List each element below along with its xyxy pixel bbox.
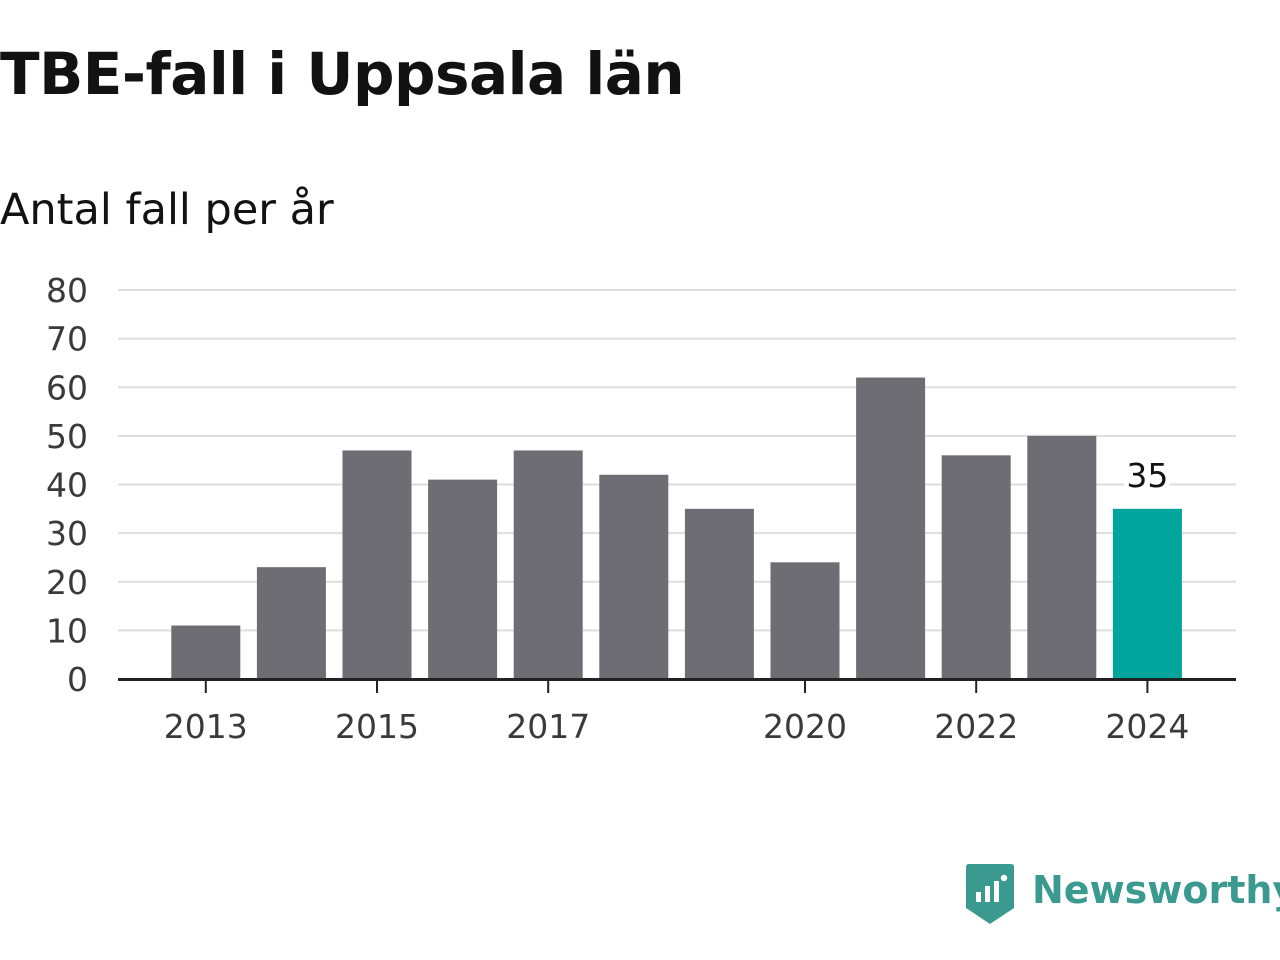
bar-2024	[1112, 508, 1182, 679]
y-tick-label: 10	[46, 611, 88, 650]
x-axis-ticks: 2013 2015 2017 2020 2022 2024	[164, 679, 1189, 746]
bar-2017	[513, 450, 583, 679]
data-labels: 35	[1121, 451, 1173, 500]
bar-2014	[256, 567, 326, 679]
bar-2013	[171, 625, 241, 679]
brand-logo: Newsworthy	[964, 862, 1280, 928]
y-tick-label: 30	[46, 514, 88, 553]
y-tick-label: 70	[46, 320, 88, 359]
bar-2018	[599, 474, 669, 679]
data-label-2024: 35	[1126, 456, 1168, 495]
x-tick-label: 2024	[1105, 707, 1189, 746]
x-tick-label: 2017	[506, 707, 590, 746]
x-tick-label: 2020	[763, 707, 847, 746]
y-tick-label: 0	[67, 660, 88, 699]
brand-name: Newsworthy	[1032, 868, 1280, 912]
bar-2015	[342, 450, 412, 679]
x-tick-label: 2013	[164, 707, 248, 746]
newsworthy-logo-icon	[966, 864, 1014, 924]
bar-2021	[856, 377, 926, 679]
chart-subtitle: Antal fall per år	[0, 185, 334, 235]
bar-2016	[428, 479, 498, 679]
y-tick-label: 50	[46, 417, 88, 456]
chart-title: TBE-fall i Uppsala län	[0, 40, 685, 108]
bar-2022	[941, 455, 1011, 679]
bar-2020	[770, 562, 840, 679]
y-tick-label: 60	[46, 368, 88, 407]
x-tick-label: 2022	[934, 707, 1018, 746]
y-tick-label: 20	[46, 563, 88, 602]
bars	[171, 377, 1182, 679]
y-tick-label: 80	[46, 271, 88, 310]
bar-2023	[1027, 435, 1097, 679]
y-tick-label: 40	[46, 466, 88, 505]
bar-2019	[684, 508, 754, 679]
x-tick-label: 2015	[335, 707, 419, 746]
